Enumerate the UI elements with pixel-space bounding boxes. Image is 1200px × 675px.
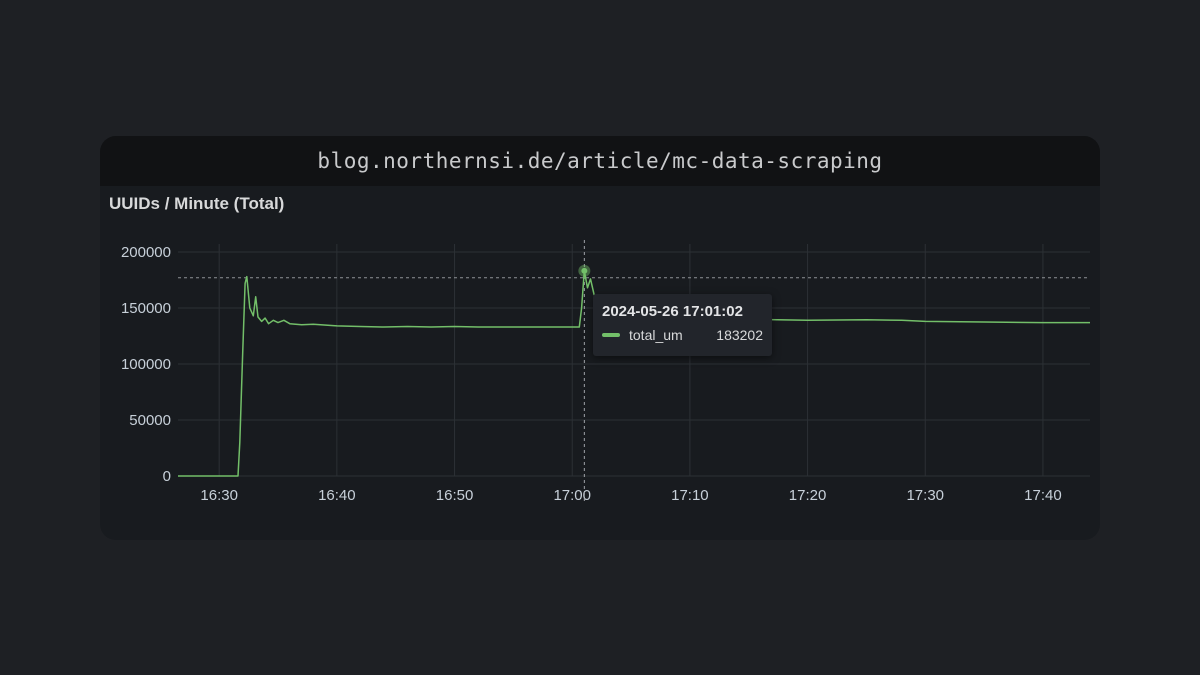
y-tick-label: 200000 (121, 244, 171, 261)
x-tick-label: 16:30 (200, 487, 238, 504)
y-tick-label: 50000 (129, 412, 171, 429)
tooltip-series-name: total_um (629, 327, 683, 343)
x-tick-label: 17:30 (906, 487, 944, 504)
x-tick-label: 16:40 (318, 487, 356, 504)
grid-lines (178, 244, 1090, 477)
x-tick-label: 17:40 (1024, 487, 1062, 504)
panel-title: UUIDs / Minute (Total) (109, 194, 285, 213)
tooltip-timestamp: 2024-05-26 17:01:02 (602, 303, 743, 320)
y-tick-label: 0 (163, 468, 171, 485)
tooltip-series-value: 183202 (716, 327, 763, 343)
x-axis-ticks: 16:30 16:40 16:50 17:00 17:10 17:20 17:30 17:40 (200, 487, 1061, 504)
highlight-point-group (578, 264, 591, 277)
tooltip-series-row: total_um 183202 (602, 327, 763, 343)
x-tick-label: 16:50 (436, 487, 474, 504)
y-tick-label: 150000 (121, 300, 171, 317)
highlight-point (581, 267, 588, 274)
hover-tooltip: 2024-05-26 17:01:02 total_um 183202 (593, 294, 772, 356)
y-tick-label: 100000 (121, 356, 171, 373)
y-axis-ticks: 0 50000 100000 150000 200000 (121, 244, 171, 485)
dashboard-card: blog.northernsi.de/article/mc-data-scrap… (100, 136, 1100, 540)
x-tick-label: 17:10 (671, 487, 709, 504)
x-tick-label: 17:20 (789, 487, 827, 504)
series-color-swatch (602, 333, 620, 337)
url-banner: blog.northernsi.de/article/mc-data-scrap… (100, 136, 1100, 186)
x-tick-label: 17:00 (553, 487, 591, 504)
